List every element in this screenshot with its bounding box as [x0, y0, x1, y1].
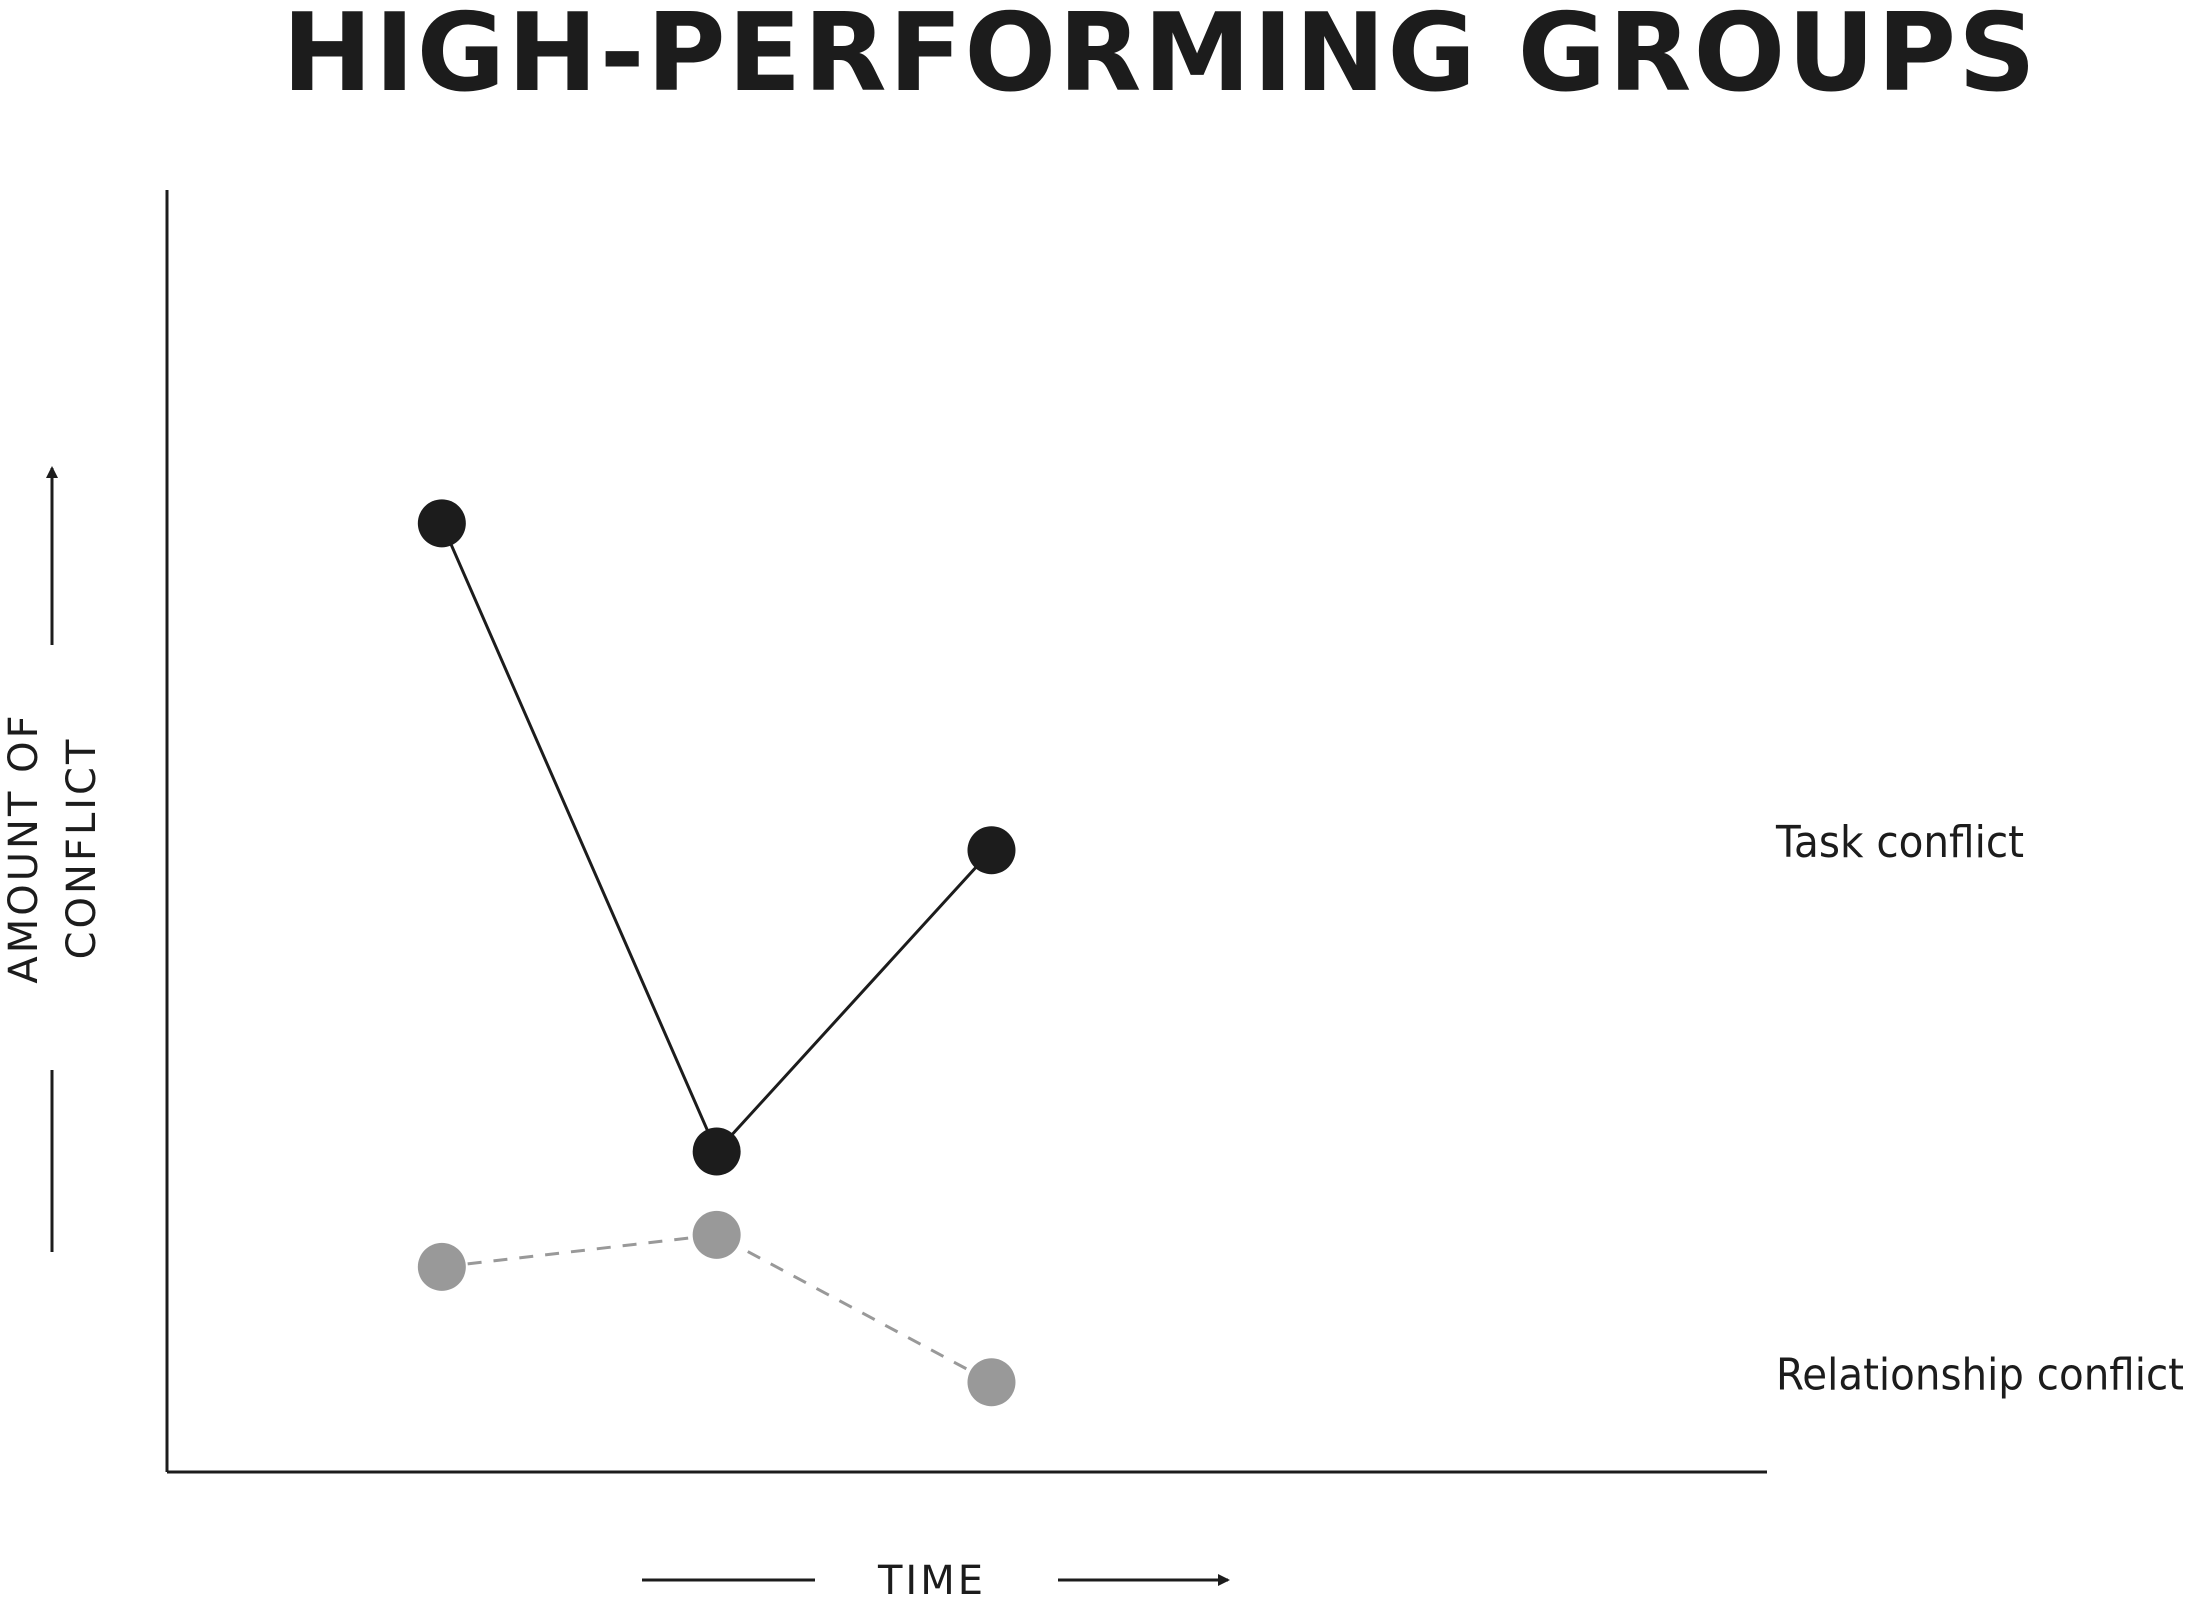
chart-title: HIGH-PERFORMING GROUPS: [282, 0, 2038, 116]
task-conflict-point: [967, 826, 1016, 875]
relationship-conflict-label: Relationship conflict: [1776, 1349, 2184, 1400]
y-axis-label-line-1: AMOUNT OF: [1, 712, 47, 983]
relationship-conflict-point: [967, 1358, 1016, 1407]
relationship-conflict-point: [692, 1210, 741, 1259]
task-conflict-point: [417, 499, 466, 548]
task-conflict-point: [692, 1127, 741, 1176]
series-layer: Task conflict Relationship conflict: [417, 499, 2184, 1407]
task-conflict-label: Task conflict: [1775, 817, 2024, 868]
relationship-conflict-point: [417, 1242, 466, 1291]
y-axis-label-line-2: CONFLICT: [59, 737, 105, 960]
x-axis-label: TIME: [877, 1558, 986, 1598]
y-axis-label: AMOUNT OF CONFLICT: [1, 712, 105, 983]
task-conflict-line: [440, 522, 993, 1155]
